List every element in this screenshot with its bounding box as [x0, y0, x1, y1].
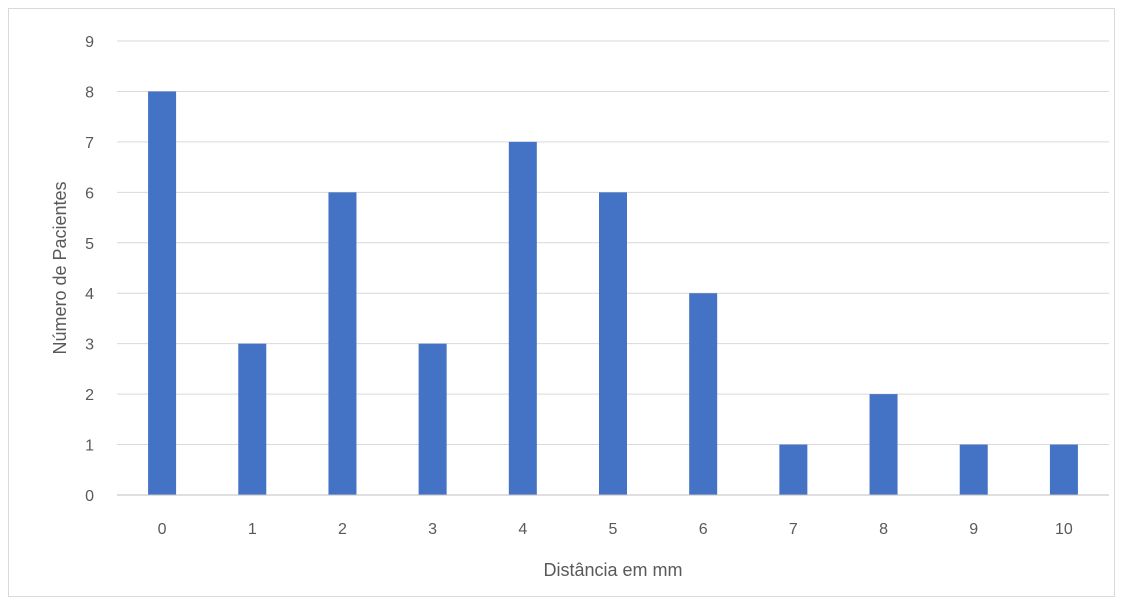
bar-4 — [508, 141, 537, 495]
y-tick-label: 6 — [85, 185, 94, 202]
y-tick-label: 7 — [85, 135, 94, 152]
bar-6 — [689, 293, 718, 495]
x-tick-labels: 0 1 2 3 4 5 6 7 8 9 10 — [158, 521, 1073, 538]
bar-3 — [418, 343, 447, 495]
x-tick-label: 7 — [789, 521, 798, 538]
bar-8 — [869, 394, 898, 495]
bar-10 — [1049, 444, 1078, 495]
x-tick-label: 4 — [518, 521, 527, 538]
x-tick-label: 3 — [428, 521, 437, 538]
y-tick-label: 8 — [85, 84, 94, 101]
bar-1 — [238, 343, 267, 495]
x-tick-label: 1 — [248, 521, 257, 538]
y-tick-label: 0 — [85, 488, 94, 505]
x-tick-label: 6 — [699, 521, 708, 538]
bar-2 — [328, 192, 357, 496]
x-tick-label: 5 — [609, 521, 618, 538]
bars — [148, 91, 1078, 496]
y-tick-label: 5 — [85, 236, 94, 253]
y-tick-label: 3 — [85, 337, 94, 354]
chart-frame — [8, 8, 1115, 597]
x-tick-label: 2 — [338, 521, 347, 538]
x-tick-label: 8 — [879, 521, 888, 538]
x-tick-label: 10 — [1055, 521, 1073, 538]
y-tick-label: 4 — [85, 286, 94, 303]
y-tick-labels: 0 1 2 3 4 5 6 7 8 9 — [85, 34, 94, 505]
y-axis-title: Número de Pacientes — [50, 181, 70, 354]
bar-9 — [959, 444, 988, 495]
x-axis-title: Distância em mm — [543, 560, 682, 580]
bar-5 — [599, 192, 627, 496]
x-tick-label: 9 — [969, 521, 978, 538]
y-tick-label: 9 — [85, 34, 94, 51]
y-tick-label: 1 — [85, 438, 94, 455]
x-tick-label: 0 — [158, 521, 167, 538]
bar-0 — [148, 91, 177, 495]
bar-7 — [779, 444, 808, 495]
y-tick-label: 2 — [85, 387, 94, 404]
